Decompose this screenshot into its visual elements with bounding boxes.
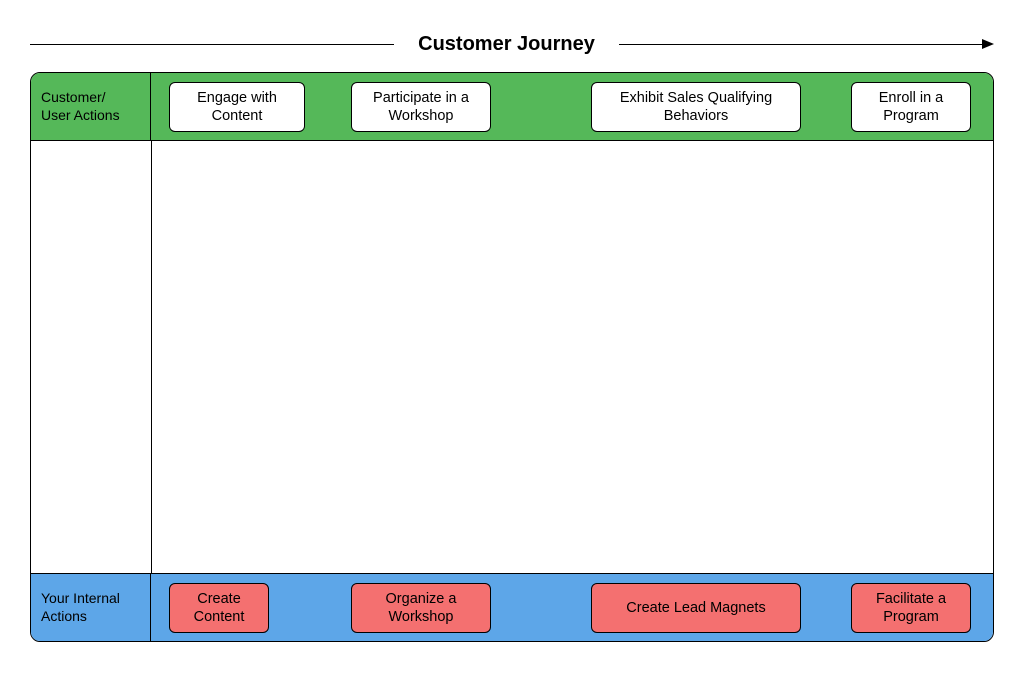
label-column-divider bbox=[151, 141, 152, 573]
customer-actions-label: Customer/User Actions bbox=[31, 73, 151, 140]
arrow-line-left bbox=[30, 44, 394, 45]
diagram-title: Customer Journey bbox=[394, 33, 619, 56]
customer-actions-cards: Engage with Content Participate in a Work… bbox=[151, 73, 993, 140]
internal-action-card: Organize a Workshop bbox=[351, 583, 491, 633]
internal-actions-cards: Create Content Organize a Workshop Create … bbox=[151, 574, 993, 641]
internal-actions-row: Your Internal Actions Create Content Orga… bbox=[31, 573, 993, 641]
internal-action-card: Facilitate a Program bbox=[851, 583, 971, 633]
customer-action-card: Enroll in a Program bbox=[851, 82, 971, 132]
internal-action-card: Create Content bbox=[169, 583, 269, 633]
customer-action-card: Exhibit Sales Qualifying Behaviors bbox=[591, 82, 801, 132]
arrow-line-right bbox=[619, 44, 983, 45]
customer-action-card: Participate in a Workshop bbox=[351, 82, 491, 132]
internal-action-card: Create Lead Magnets bbox=[591, 583, 801, 633]
arrow-head-icon bbox=[982, 39, 994, 49]
customer-journey-diagram: Customer Journey Customer/User Actions E… bbox=[0, 0, 1024, 675]
internal-actions-label: Your Internal Actions bbox=[31, 574, 151, 641]
customer-action-card: Engage with Content bbox=[169, 82, 305, 132]
title-arrow-row: Customer Journey bbox=[30, 30, 994, 58]
journey-grid: Customer/User Actions Engage with Conten… bbox=[30, 72, 994, 642]
customer-actions-row: Customer/User Actions Engage with Conten… bbox=[31, 73, 993, 141]
